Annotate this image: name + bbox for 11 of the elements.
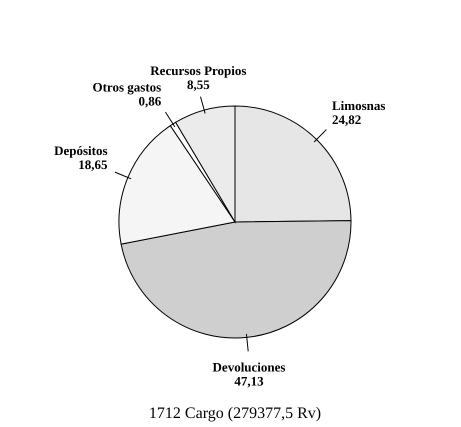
data-label: 47,13 bbox=[234, 373, 264, 388]
slice-label: Recursos Propios bbox=[150, 62, 246, 78]
slice-label: Otros gastos bbox=[92, 79, 162, 94]
slice-label: Depósitos bbox=[54, 143, 108, 158]
data-label: 18,65 bbox=[78, 157, 108, 172]
slice-label: Devoluciones bbox=[212, 359, 286, 374]
text: 1712 Cargo (279377,5 Rv) bbox=[148, 405, 322, 422]
data-label: 8,55 bbox=[187, 76, 210, 92]
data-label: 0,86 bbox=[138, 93, 162, 108]
slice-label: Limosnas bbox=[332, 98, 386, 113]
data-label: 24,82 bbox=[332, 112, 362, 127]
